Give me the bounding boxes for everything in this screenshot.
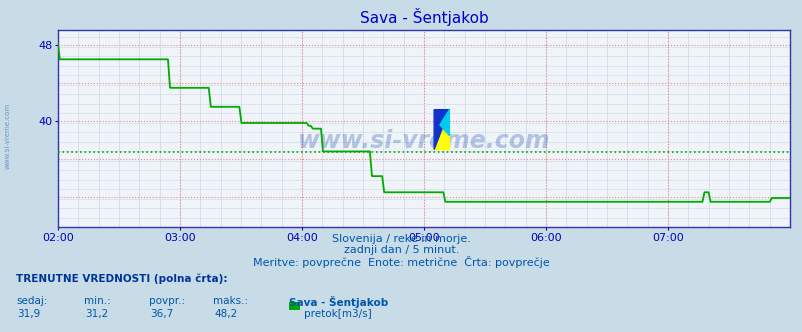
Text: 31,2: 31,2 xyxy=(86,309,108,319)
Text: zadnji dan / 5 minut.: zadnji dan / 5 minut. xyxy=(343,245,459,255)
Text: min.:: min.: xyxy=(84,296,111,306)
Title: Sava - Šentjakob: Sava - Šentjakob xyxy=(359,8,488,26)
Polygon shape xyxy=(434,110,449,149)
Polygon shape xyxy=(439,110,449,135)
Text: 36,7: 36,7 xyxy=(150,309,172,319)
Text: www.si-vreme.com: www.si-vreme.com xyxy=(5,103,11,169)
Text: sedaj:: sedaj: xyxy=(16,296,47,306)
Text: TRENUTNE VREDNOSTI (polna črta):: TRENUTNE VREDNOSTI (polna črta): xyxy=(16,274,227,285)
Text: www.si-vreme.com: www.si-vreme.com xyxy=(298,128,549,152)
Text: 48,2: 48,2 xyxy=(214,309,237,319)
Polygon shape xyxy=(434,110,449,149)
Text: 31,9: 31,9 xyxy=(18,309,40,319)
Text: Sava - Šentjakob: Sava - Šentjakob xyxy=(289,296,388,308)
Text: Slovenija / reke in morje.: Slovenija / reke in morje. xyxy=(332,234,470,244)
Text: povpr.:: povpr.: xyxy=(148,296,184,306)
Text: Meritve: povprečne  Enote: metrične  Črta: povprečje: Meritve: povprečne Enote: metrične Črta:… xyxy=(253,256,549,268)
Text: maks.:: maks.: xyxy=(213,296,248,306)
Text: pretok[m3/s]: pretok[m3/s] xyxy=(303,309,371,319)
